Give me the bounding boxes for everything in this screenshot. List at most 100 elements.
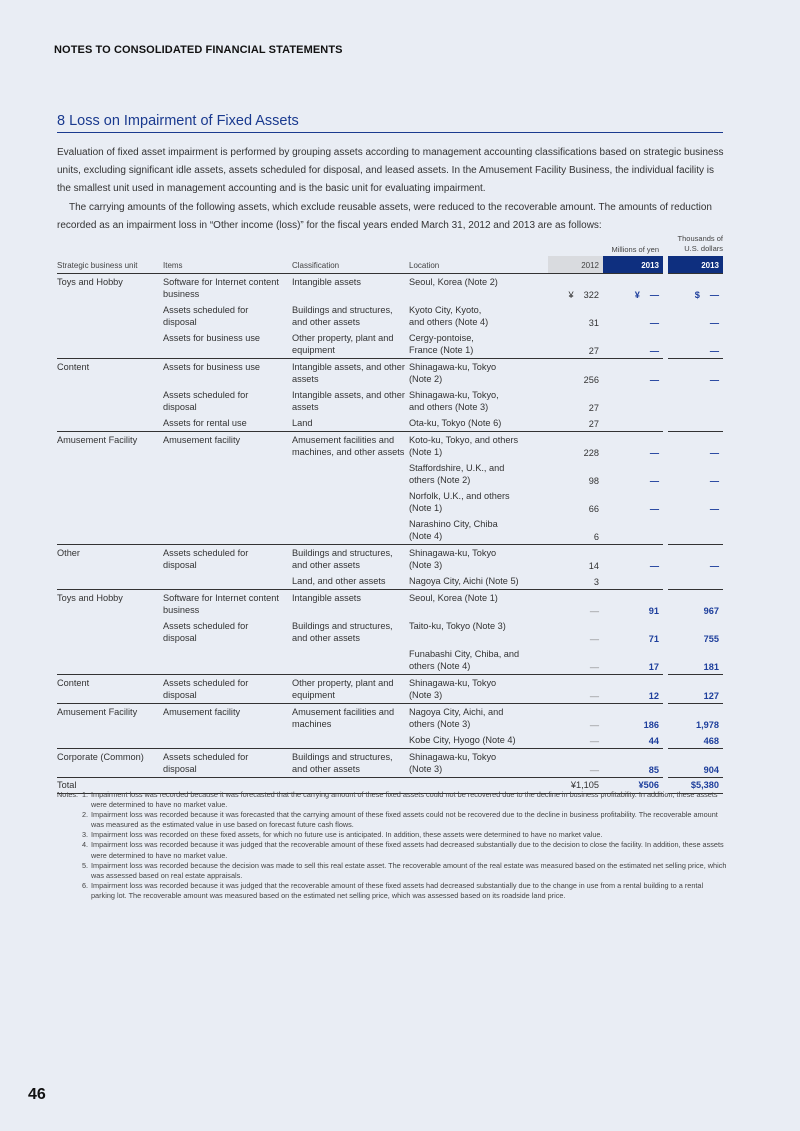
note-number: 2. [82,810,89,820]
item-cell: Amusement facility [163,703,292,732]
table-row: Assets for rental use Land Ota-ku, Tokyo (… [57,415,723,432]
business-unit-cell [57,330,163,359]
note-number: 5. [82,860,89,870]
value-2012-cell: 228 [548,431,603,460]
total-2013-yen: ¥506 [603,777,663,794]
value: 468 [703,736,719,746]
value-2012-cell: 27 [548,387,603,415]
table-row: Land, and other assets Nagoya City, Aichi… [57,573,723,590]
value: — [709,346,719,356]
location-cell: Shinagawa-ku, Tokyo (Note 3) [409,544,548,573]
value-2013-yen-cell: ¥ — [603,273,663,302]
value: 85 [648,765,659,775]
value: 27 [588,419,599,429]
location-cell: Nagoya City, Aichi, and others (Note 3) [409,703,548,732]
notes-label: Notes: [57,790,79,799]
item-cell [163,460,292,488]
currency-symbol: $ [694,290,700,300]
value: 27 [588,346,599,356]
value-2013-usd-cell [668,415,723,432]
item-cell: Assets scheduled for disposal [163,390,249,412]
value: 17 [648,662,659,672]
note-text: Impairment loss was recorded because it … [91,840,724,860]
value: 322 [583,290,599,300]
value: 66 [588,504,599,514]
value-2012-cell: — [548,674,603,704]
note-item: 3. Impairment loss was recorded on these … [82,830,729,840]
table-row: Assets scheduled for disposal Intangible … [57,387,723,415]
value-2013-usd-cell: — [668,330,723,359]
value: — [589,765,599,775]
currency-symbol: ¥ [634,290,640,300]
value: 91 [648,606,659,616]
table-row: Amusement Facility Amusement facility Amus… [57,431,723,460]
item-cell: Amusement facility [163,431,292,460]
value-2013-usd-cell [668,387,723,415]
value: — [589,606,599,616]
value: 755 [703,634,719,644]
classification-cell: Other property, plant and equipment [292,674,409,704]
business-unit-cell: Content [57,358,163,387]
value: 186 [643,720,659,730]
table-row: Other Assets scheduled for disposal Buildi… [57,544,723,573]
value-2013-yen-cell [603,415,663,432]
running-header: NOTES TO CONSOLIDATED FINANCIAL STATEMEN… [54,44,343,56]
item-cell: Assets scheduled for disposal [163,544,292,573]
value-2012-cell: — [548,732,603,749]
value-2012-cell: 27 [548,415,603,432]
note-number: 3. [82,830,89,840]
location-cell: Funabashi City, Chiba, and others (Note … [409,649,520,671]
note-item: 2. Impairment loss was recorded because i… [82,810,729,830]
item-cell: Software for Internet content business [163,589,292,618]
business-unit-cell [57,732,163,749]
total-2012: ¥1,105 [548,777,603,794]
value-2012-cell: 6 [548,516,603,545]
location-cell: Shinagawa-ku, Tokyo (Note 3) [409,674,548,704]
value-2013-yen-cell: 17 [603,646,663,675]
value-2013-yen-cell: — [603,460,663,488]
value: 14 [588,561,599,571]
value: 44 [648,736,659,746]
value: — [709,504,719,514]
business-unit-cell: Amusement Facility [57,431,163,460]
value-2013-yen-cell: 44 [603,732,663,749]
value-2013-usd-cell: $ — [668,273,723,302]
business-unit-cell: Content [57,674,163,704]
value-2013-yen-cell: — [603,302,663,330]
value-2012-cell: — [548,646,603,675]
business-unit-cell [57,460,163,488]
table-row: Content Assets for business use Intangible… [57,358,723,387]
value: — [589,736,599,746]
item-cell: Assets for business use [163,358,292,387]
value-2013-yen-cell: 91 [603,589,663,618]
item-cell: Assets scheduled for disposal [163,305,249,327]
note-text: Impairment loss was recorded because it … [91,810,718,830]
value-2013-yen-cell [603,573,663,590]
value-2013-yen-cell: — [603,431,663,460]
value-2012-cell: 256 [548,358,603,387]
value-2013-yen-cell: 71 [603,618,663,646]
location-cell: Shinagawa-ku, Tokyo (Note 2) [409,358,548,387]
column-header: Items [163,256,292,274]
note-text: Impairment loss was recorded because the… [91,860,727,880]
item-cell [163,732,292,749]
value-2013-yen-cell: — [603,544,663,573]
value-2013-usd-cell: 1,978 [668,703,723,732]
value-2013-usd-cell: 468 [668,732,723,749]
classification-cell [292,646,409,675]
business-unit-cell: Other [57,544,163,573]
location-cell: Norfolk, U.K., and others (Note 1) [409,491,510,513]
value-2012-cell: — [548,703,603,732]
location-cell: Nagoya City, Aichi (Note 5) [409,576,519,586]
value-2013-usd-cell [668,516,723,545]
value-2013-usd-cell: 755 [668,618,723,646]
classification-cell: Buildings and structures, and other asse… [292,544,409,573]
value: 181 [703,662,719,672]
classification-cell [292,488,409,516]
table-row: Assets scheduled for disposal Buildings a… [57,618,723,646]
value: — [649,448,659,458]
value: 3 [593,577,599,587]
value: — [649,375,659,385]
business-unit-cell [57,302,163,330]
business-unit-cell [57,516,163,545]
